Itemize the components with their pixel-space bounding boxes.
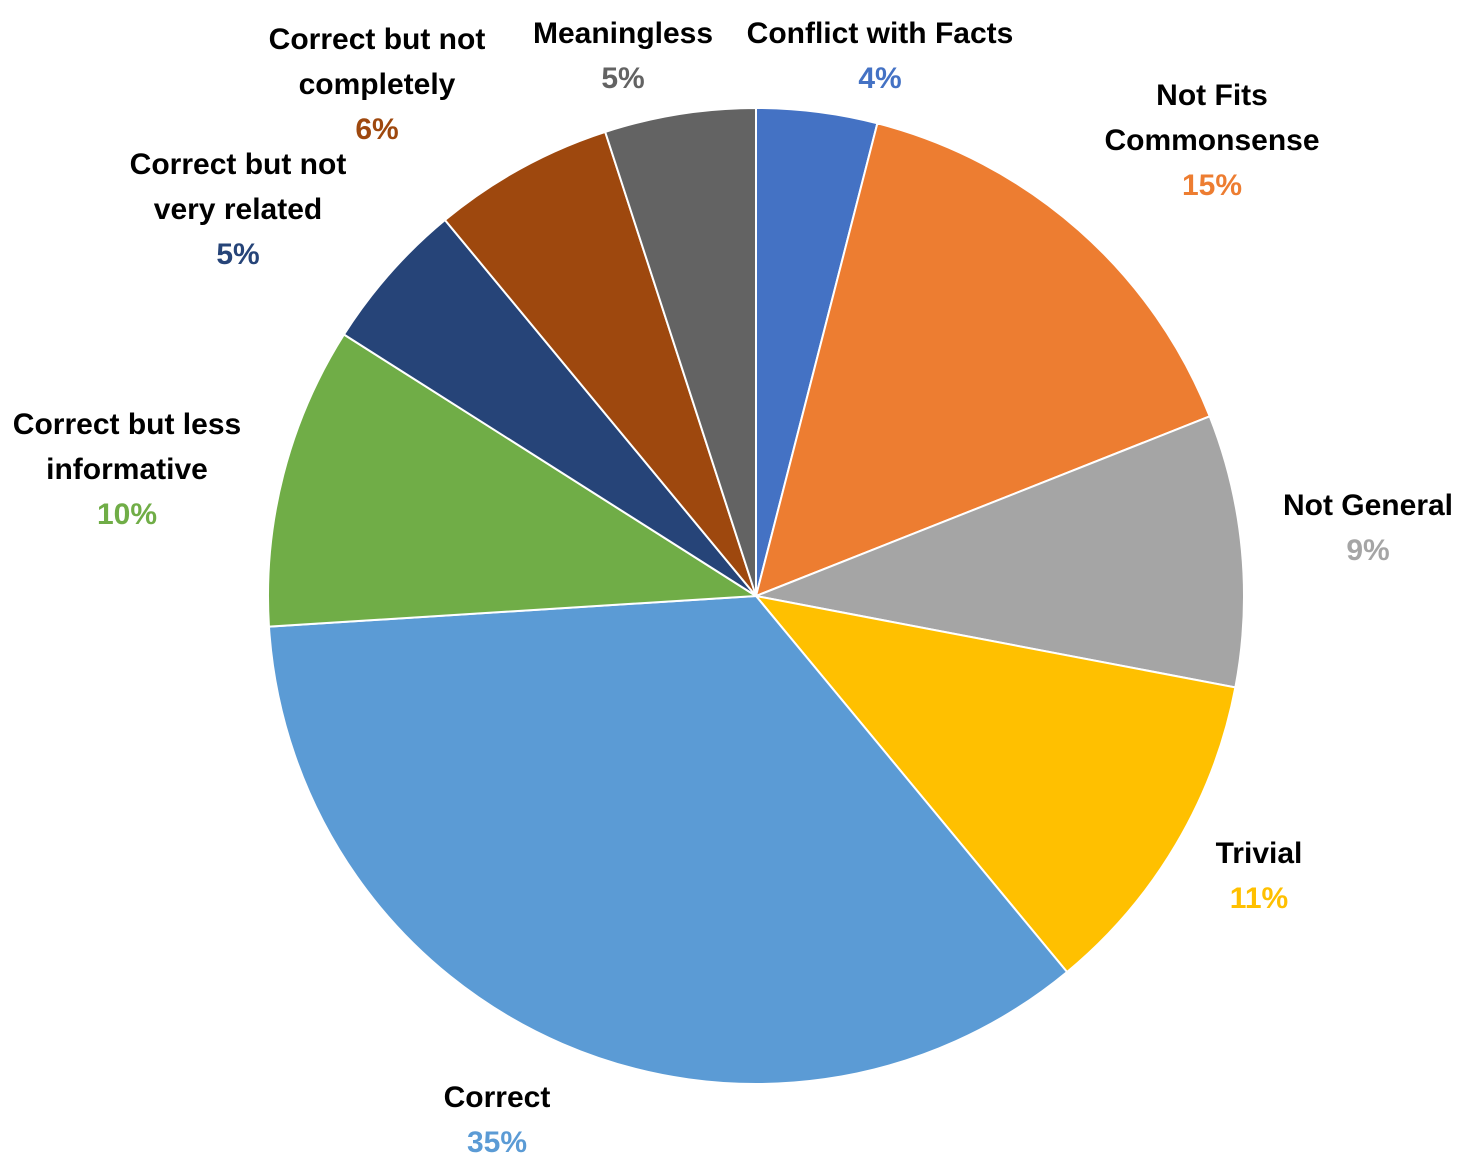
slice-value-meaningless: 5% xyxy=(601,62,644,95)
slice-label-not-fits-commonsense: Not Fits Commonsense xyxy=(1104,79,1319,157)
slice-value-correct-but-not-completely: 6% xyxy=(355,113,398,146)
slice-label-not-general: Not General xyxy=(1283,489,1453,522)
slice-value-correct-but-not-very-related: 5% xyxy=(216,238,259,271)
slice-label-meaningless: Meaningless xyxy=(533,17,713,50)
slice-value-trivial: 11% xyxy=(1230,882,1288,915)
pie-slice-correct-but-not-completely xyxy=(443,130,757,597)
slice-value-correct: 35% xyxy=(467,1126,527,1159)
slice-label-correct-but-not-completely: Correct but not completely xyxy=(269,23,486,101)
pie-slice-correct-but-not-very-related xyxy=(342,218,757,597)
slice-label-correct: Correct xyxy=(444,1081,551,1114)
slice-value-conflict-with-facts: 4% xyxy=(858,62,901,95)
pie-slice-not-fits-commonsense xyxy=(754,122,1212,598)
slice-label-conflict-with-facts: Conflict with Facts xyxy=(747,17,1014,50)
slice-value-correct-but-less-informative: 10% xyxy=(97,498,157,531)
pie-slice-trivial xyxy=(753,594,1237,974)
slice-value-not-general: 9% xyxy=(1346,534,1389,567)
pie-slices xyxy=(267,106,1246,1085)
slice-label-trivial: Trivial xyxy=(1216,837,1303,870)
slice-value-not-fits-commonsense: 15% xyxy=(1182,169,1242,202)
slice-label-correct-but-not-very-related: Correct but not very related xyxy=(130,148,347,226)
pie-labels: Conflict with Facts 4% Not Fits Commonsense… xyxy=(13,17,1453,1159)
pie-slice-correct xyxy=(267,594,1069,1085)
pie-slice-correct-but-less-informative xyxy=(267,333,760,628)
slice-label-correct-but-less-informative: Correct but less informative xyxy=(13,408,241,486)
pie-slice-not-general xyxy=(752,415,1246,689)
pie-slice-meaningless xyxy=(603,106,757,597)
